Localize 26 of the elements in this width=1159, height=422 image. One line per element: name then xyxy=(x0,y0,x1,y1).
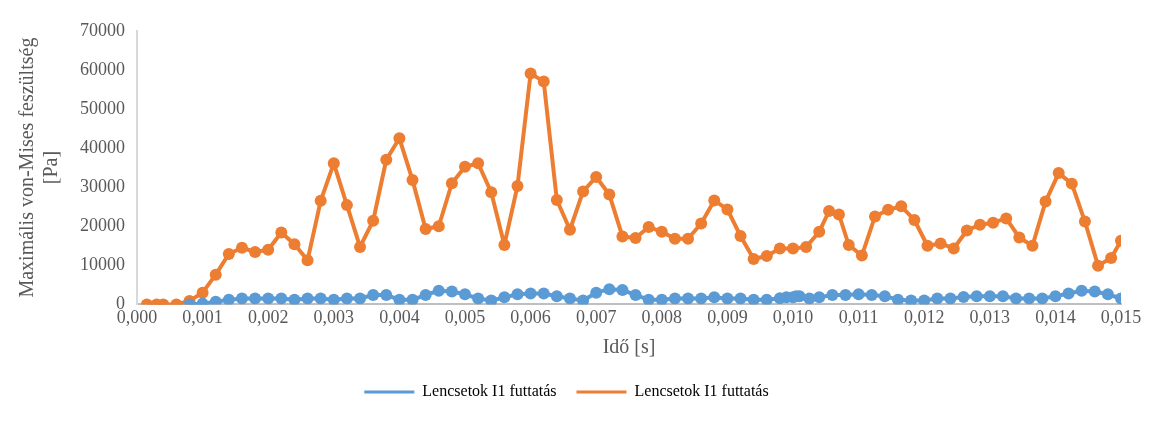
x-tick-label: 0,010 xyxy=(772,306,814,327)
y-tick-label: 10000 xyxy=(80,254,125,275)
x-tick-label: 0,011 xyxy=(838,306,879,327)
legend-label: Lencsetok I1 futtatás xyxy=(634,382,769,400)
x-tick-label: 0,012 xyxy=(903,306,945,327)
y-tick-label: 60000 xyxy=(80,58,125,79)
y-tick-label: 30000 xyxy=(80,175,125,196)
y-tick-label: 40000 xyxy=(80,136,125,157)
x-tick-label: 0,001 xyxy=(182,306,223,327)
x-tick-label: 0,003 xyxy=(313,306,355,327)
x-tick-label: 0,013 xyxy=(969,306,1011,327)
x-tick-label: 0,008 xyxy=(641,306,683,327)
x-tick-label: 0,015 xyxy=(1100,306,1142,327)
x-tick-label: 0,005 xyxy=(444,306,486,327)
y-tick-label: 20000 xyxy=(80,214,125,235)
y-tick-label: 50000 xyxy=(80,97,125,118)
y-tick-label: 70000 xyxy=(80,19,125,40)
x-axis-title: Idő [s] xyxy=(602,335,656,358)
x-tick-label: 0,009 xyxy=(707,306,748,327)
y-axis-title: Maximális von-Mises feszültség [Pa] xyxy=(15,37,62,298)
x-tick-label: 0,004 xyxy=(379,306,420,327)
x-tick-label: 0,014 xyxy=(1035,306,1076,327)
x-tick-label: 0,006 xyxy=(510,306,551,327)
x-tick-label: 0,007 xyxy=(575,306,617,327)
x-tick-label: 0,002 xyxy=(247,306,289,327)
legend-label: Lencsetok I1 futtatás xyxy=(422,382,557,400)
